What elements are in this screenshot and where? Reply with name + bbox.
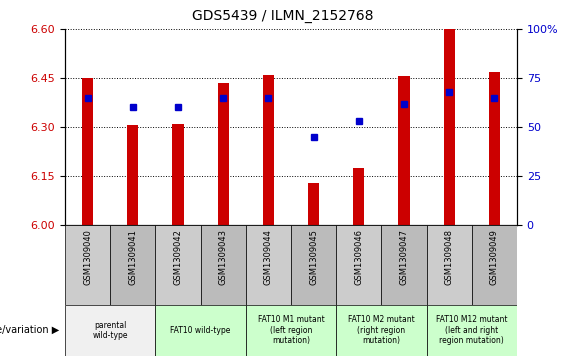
Bar xyxy=(398,76,410,225)
Bar xyxy=(65,225,110,305)
Bar xyxy=(336,305,427,356)
Bar xyxy=(427,305,517,356)
Bar xyxy=(353,168,364,225)
Bar xyxy=(218,83,229,225)
Bar xyxy=(246,305,336,356)
Text: GSM1309042: GSM1309042 xyxy=(173,229,182,285)
Text: GSM1309040: GSM1309040 xyxy=(83,229,92,285)
Text: genotype/variation ▶: genotype/variation ▶ xyxy=(0,325,59,335)
Bar xyxy=(444,29,455,225)
Bar xyxy=(472,225,517,305)
Bar xyxy=(263,75,274,225)
Bar xyxy=(246,225,291,305)
Text: FAT10 M12 mutant
(left and right
region mutation): FAT10 M12 mutant (left and right region … xyxy=(436,315,507,345)
Text: GSM1309047: GSM1309047 xyxy=(399,229,408,285)
Bar xyxy=(381,225,427,305)
Bar xyxy=(65,305,155,356)
Text: FAT10 M2 mutant
(right region
mutation): FAT10 M2 mutant (right region mutation) xyxy=(348,315,415,345)
Bar xyxy=(201,225,246,305)
Bar xyxy=(155,225,201,305)
Text: GDS5439 / ILMN_2152768: GDS5439 / ILMN_2152768 xyxy=(192,9,373,23)
Text: GSM1309044: GSM1309044 xyxy=(264,229,273,285)
Bar xyxy=(127,125,138,225)
Text: FAT10 M1 mutant
(left region
mutation): FAT10 M1 mutant (left region mutation) xyxy=(258,315,324,345)
Text: GSM1309043: GSM1309043 xyxy=(219,229,228,285)
Text: GSM1309049: GSM1309049 xyxy=(490,229,499,285)
Bar xyxy=(172,124,184,225)
Text: FAT10 wild-type: FAT10 wild-type xyxy=(171,326,231,335)
Bar xyxy=(308,183,319,225)
Text: GSM1309046: GSM1309046 xyxy=(354,229,363,285)
Bar xyxy=(155,305,246,356)
Bar xyxy=(489,72,500,225)
Text: GSM1309045: GSM1309045 xyxy=(309,229,318,285)
Bar xyxy=(82,78,93,225)
Bar xyxy=(336,225,381,305)
Bar xyxy=(427,225,472,305)
Bar xyxy=(110,225,155,305)
Text: parental
wild-type: parental wild-type xyxy=(93,321,128,340)
Bar xyxy=(291,225,336,305)
Text: GSM1309041: GSM1309041 xyxy=(128,229,137,285)
Text: GSM1309048: GSM1309048 xyxy=(445,229,454,285)
